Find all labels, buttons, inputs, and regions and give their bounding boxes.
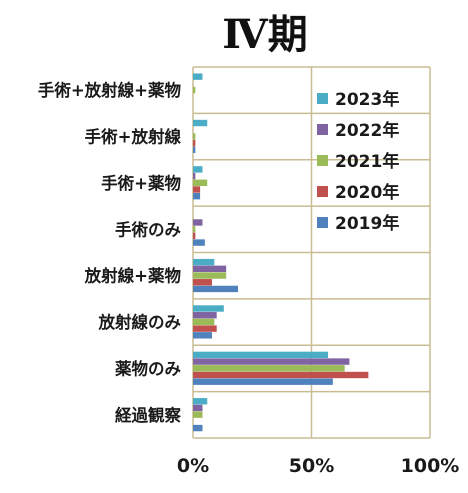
bar-2021年-手術のみ: [193, 225, 196, 233]
bar-2023年-放射線+薬物: [193, 258, 215, 266]
category-label: 薬物のみ: [115, 358, 182, 378]
legend-swatch: [317, 124, 328, 135]
bar-2021年-手術+放射線+薬物: [193, 86, 196, 94]
legend-swatch: [317, 93, 328, 104]
category-labels: 手術+放射線+薬物手術+放射線手術+薬物手術のみ放射線+薬物放射線のみ薬物のみ経…: [38, 80, 182, 425]
legend-swatch: [317, 155, 328, 166]
bar-2020年-薬物のみ: [193, 371, 369, 379]
category-label: 手術+放射線: [85, 127, 182, 147]
bar-2021年-手術+薬物: [193, 179, 208, 186]
bar-2023年-手術+放射線+薬物: [193, 73, 203, 80]
bar-2020年-手術のみ: [193, 232, 196, 240]
category-label: 手術のみ: [115, 219, 182, 239]
bars: [193, 73, 369, 432]
category-label: 手術+放射線+薬物: [38, 80, 182, 100]
x-tick-label: 50%: [289, 455, 334, 477]
bar-2022年-経過観察: [193, 404, 203, 412]
bar-2021年-放射線+薬物: [193, 272, 227, 279]
category-label: 手術+薬物: [101, 173, 181, 193]
bar-2023年-手術+薬物: [193, 166, 203, 173]
bar-2019年-放射線のみ: [193, 332, 212, 339]
bar-2020年-放射線+薬物: [193, 279, 212, 286]
legend-label: 2023年: [335, 89, 399, 110]
bar-2020年-手術+薬物: [193, 186, 201, 193]
category-label: 放射線のみ: [98, 312, 182, 332]
chart-title: Ⅳ期: [222, 11, 307, 58]
bar-2021年-手術+放射線: [193, 133, 196, 140]
bar-2022年-手術+薬物: [193, 172, 196, 180]
bar-2021年-経過観察: [193, 411, 203, 418]
x-tick-label: 0%: [177, 455, 209, 477]
legend-label: 2021年: [335, 151, 399, 172]
bar-2023年-経過観察: [193, 398, 208, 405]
bar-2022年-薬物のみ: [193, 358, 350, 365]
legend-swatch: [317, 217, 328, 228]
bar-2019年-手術+薬物: [193, 192, 201, 200]
bar-2019年-放射線+薬物: [193, 285, 239, 293]
category-label: 放射線+薬物: [84, 266, 182, 286]
bar-2023年-手術+放射線: [193, 119, 208, 127]
bar-2022年-放射線+薬物: [193, 265, 227, 273]
bar-2019年-経過観察: [193, 424, 203, 432]
bar-2022年-手術のみ: [193, 219, 203, 226]
x-tick-labels: 0% 50% 100%: [177, 455, 459, 477]
bar-2021年-放射線のみ: [193, 318, 215, 326]
bar-2023年-放射線のみ: [193, 305, 224, 312]
legend-swatch: [317, 186, 328, 197]
bar-2022年-放射線のみ: [193, 312, 217, 319]
legend-label: 2019年: [335, 213, 399, 234]
bar-2019年-手術+放射線: [193, 146, 196, 154]
legend: 2023年 2022年 2021年 2020年 2019年: [317, 89, 399, 234]
bar-2021年-薬物のみ: [193, 365, 345, 372]
x-tick-label: 100%: [401, 455, 460, 477]
legend-label: 2022年: [335, 120, 399, 141]
grid: [192, 66, 431, 439]
bar-2019年-手術のみ: [193, 239, 205, 246]
legend-label: 2020年: [335, 182, 399, 203]
bar-2023年-薬物のみ: [193, 351, 329, 359]
category-label: 経過観察: [115, 405, 182, 425]
bar-2020年-手術+放射線: [193, 139, 196, 147]
bar-2019年-薬物のみ: [193, 378, 333, 385]
bar-2020年-放射線のみ: [193, 325, 217, 332]
